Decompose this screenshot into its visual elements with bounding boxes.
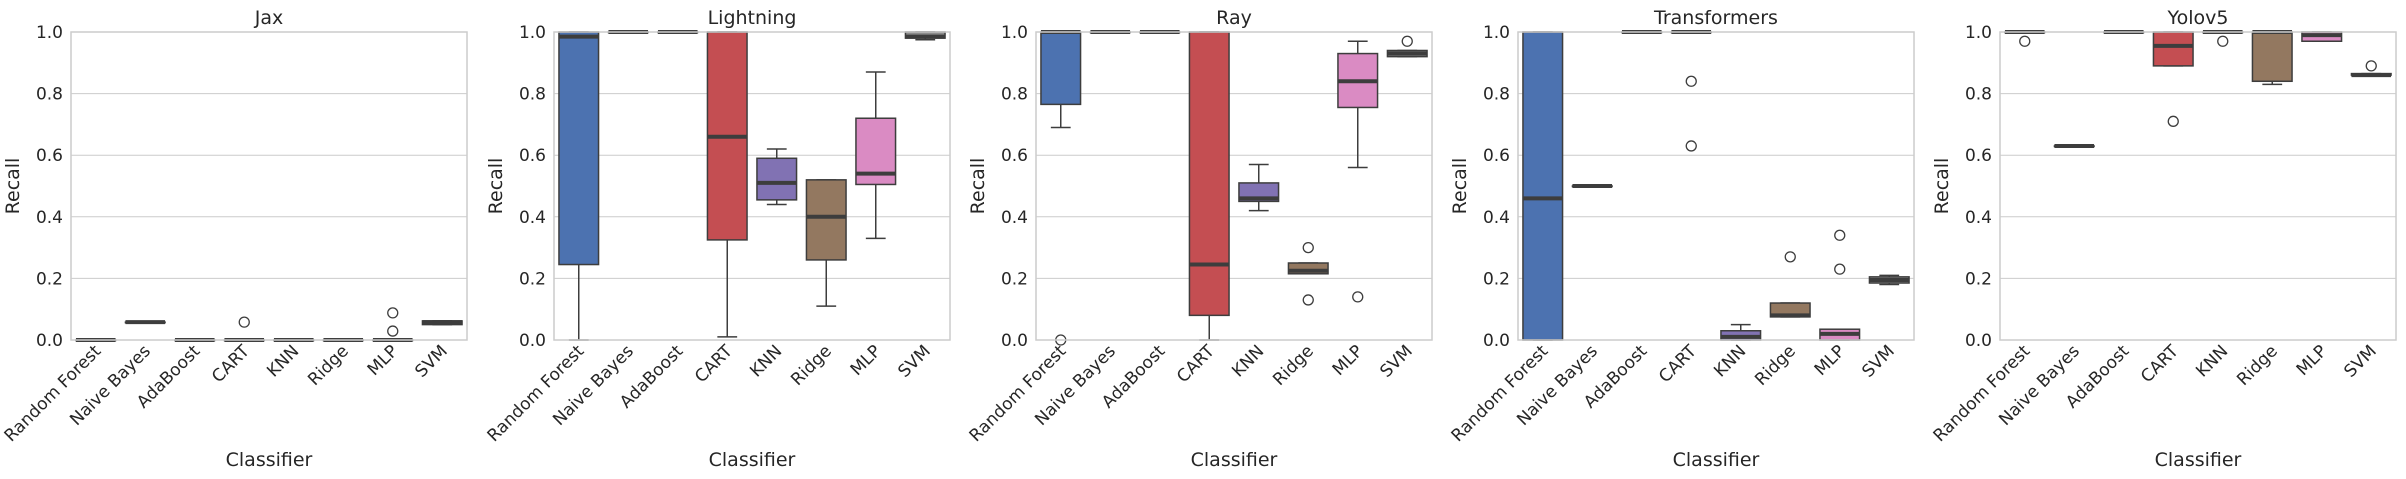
outlier-point bbox=[1834, 229, 1846, 241]
box-body bbox=[2152, 31, 2194, 67]
y-tick-label: 0.6 bbox=[36, 146, 63, 166]
axes-frame-jax bbox=[70, 31, 468, 341]
outlier-point bbox=[1302, 241, 1314, 254]
panel-title: Yolov5 bbox=[2167, 7, 2229, 29]
box-jax-naive-bayes bbox=[124, 320, 166, 325]
outlier-point bbox=[1685, 75, 1697, 87]
box-lightning-cart bbox=[706, 31, 748, 338]
y-tick-label: 0.2 bbox=[1965, 269, 1992, 289]
panel-title: Transformers bbox=[1653, 7, 1778, 29]
y-axis-label: Recall bbox=[967, 158, 989, 215]
box-transformers-naive-bayes bbox=[1571, 184, 1613, 188]
outlier-point bbox=[2167, 115, 2179, 127]
box-lightning-svm bbox=[904, 31, 946, 41]
y-tick-label: 0.0 bbox=[1965, 331, 1992, 351]
box-ray-knn bbox=[1238, 163, 1280, 212]
panel-title: Ray bbox=[1216, 7, 1252, 29]
y-tick-label: 0.0 bbox=[519, 331, 546, 351]
y-axis-label: Recall bbox=[1449, 158, 1471, 215]
axes-frame-transformers bbox=[1517, 31, 1915, 341]
box-yolov5-naive-bayes bbox=[2053, 143, 2095, 148]
y-tick-label: 0.4 bbox=[1965, 208, 1992, 228]
y-axis-label: Recall bbox=[485, 158, 507, 215]
box-jax-svm bbox=[421, 320, 463, 326]
box-body bbox=[1287, 262, 1329, 275]
y-tick-label: 0.4 bbox=[519, 208, 546, 228]
box-body bbox=[558, 31, 600, 266]
outlier-point bbox=[238, 316, 250, 328]
box-transformers-svm bbox=[1868, 274, 1910, 286]
y-tick-label: 0.6 bbox=[1483, 146, 1510, 166]
box-body bbox=[756, 157, 798, 201]
box-lightning-ridge bbox=[805, 179, 847, 307]
y-tick-label: 0.6 bbox=[1965, 146, 1992, 166]
x-axis-label: Classifier bbox=[226, 449, 313, 471]
outlier-point bbox=[387, 307, 399, 319]
y-tick-label: 0.0 bbox=[36, 331, 63, 351]
axes-frame-ray bbox=[1035, 31, 1433, 341]
y-axis-label: Recall bbox=[1931, 158, 1953, 215]
box-ray-mlp bbox=[1337, 40, 1379, 303]
box-yolov5-ridge bbox=[2251, 30, 2293, 86]
x-axis-label: Classifier bbox=[2155, 449, 2242, 471]
box-yolov5-svm bbox=[2350, 60, 2392, 78]
y-tick-label: 0.4 bbox=[1483, 208, 1510, 228]
outlier-point bbox=[2365, 60, 2377, 72]
outlier-point bbox=[387, 325, 399, 337]
outlier-point bbox=[1401, 35, 1413, 47]
y-tick-label: 1.0 bbox=[1001, 23, 1028, 43]
x-axis-label: Classifier bbox=[709, 449, 796, 471]
y-tick-label: 0.8 bbox=[1965, 85, 1992, 105]
outlier-point bbox=[1784, 251, 1796, 263]
y-tick-label: 0.6 bbox=[519, 146, 546, 166]
y-tick-label: 0.8 bbox=[1483, 85, 1510, 105]
box-body bbox=[2251, 31, 2293, 83]
box-transformers-random-forest bbox=[1522, 31, 1564, 341]
box-body bbox=[1188, 31, 1230, 317]
box-lightning-knn bbox=[756, 148, 798, 206]
box-body bbox=[1040, 31, 1082, 106]
box-ray-cart bbox=[1188, 31, 1230, 341]
y-tick-label: 0.2 bbox=[36, 269, 63, 289]
outlier-point bbox=[1685, 140, 1697, 152]
y-tick-label: 0.8 bbox=[1001, 85, 1028, 105]
outlier-point bbox=[1302, 294, 1314, 306]
y-tick-label: 1.0 bbox=[519, 23, 546, 43]
box-body bbox=[805, 179, 847, 261]
axes-frame-yolov5 bbox=[1999, 31, 2397, 341]
y-tick-label: 0.6 bbox=[1001, 146, 1028, 166]
box-yolov5-mlp bbox=[2301, 31, 2343, 42]
y-tick-label: 1.0 bbox=[1483, 23, 1510, 43]
y-tick-label: 0.2 bbox=[1001, 269, 1028, 289]
panel-title: Lightning bbox=[708, 7, 797, 29]
y-tick-label: 0.4 bbox=[36, 208, 63, 228]
box-ray-svm bbox=[1386, 35, 1428, 58]
axes-frame-lightning bbox=[553, 31, 951, 341]
outlier-point bbox=[1352, 291, 1364, 303]
y-tick-label: 1.0 bbox=[1965, 23, 1992, 43]
x-axis-label: Classifier bbox=[1673, 449, 1760, 471]
y-tick-label: 0.8 bbox=[36, 85, 63, 105]
x-axis-label: Classifier bbox=[1191, 449, 1278, 471]
box-transformers-ridge bbox=[1769, 251, 1811, 318]
box-body bbox=[1522, 31, 1564, 341]
y-tick-label: 1.0 bbox=[36, 23, 63, 43]
box-ray-ridge bbox=[1287, 241, 1329, 306]
y-tick-label: 0.8 bbox=[519, 85, 546, 105]
outlier-point bbox=[2217, 35, 2229, 47]
y-axis-label: Recall bbox=[2, 158, 24, 215]
box-lightning-mlp bbox=[855, 71, 897, 240]
panel-title: Jax bbox=[254, 7, 284, 29]
y-tick-label: 0.2 bbox=[1483, 269, 1510, 289]
outlier-point bbox=[1834, 263, 1846, 275]
y-tick-label: 0.2 bbox=[519, 269, 546, 289]
y-tick-label: 0.0 bbox=[1483, 331, 1510, 351]
outlier-point bbox=[2019, 35, 2031, 47]
y-tick-label: 0.4 bbox=[1001, 208, 1028, 228]
y-tick-label: 0.0 bbox=[1001, 331, 1028, 351]
